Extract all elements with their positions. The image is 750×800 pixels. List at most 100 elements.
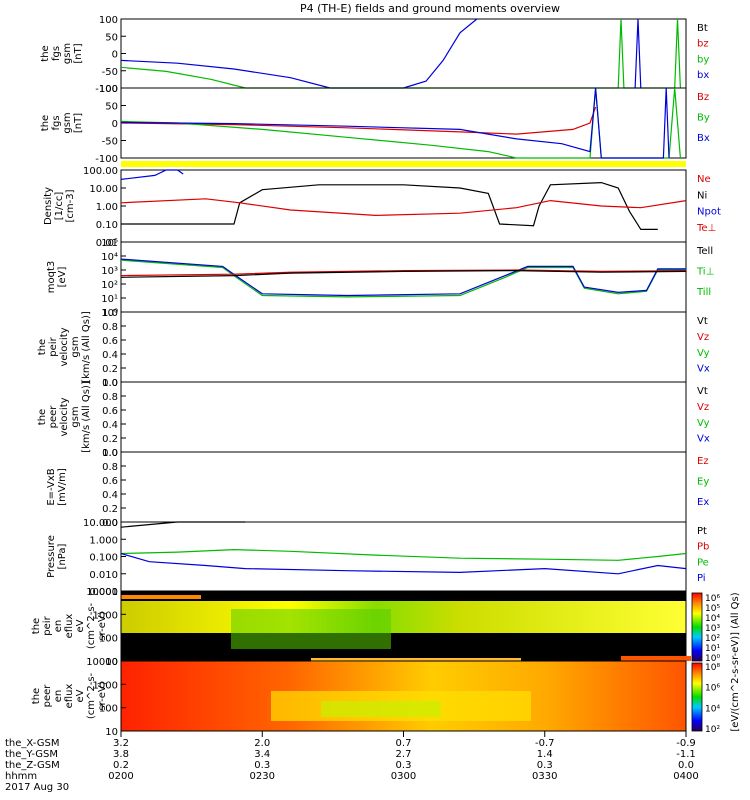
y-axis-label: E=-VxB — [46, 468, 57, 505]
y-axis-label: fgs — [51, 115, 62, 130]
y-tick-label: -100 — [95, 154, 118, 165]
y-axis-label: fgs — [51, 46, 62, 61]
series-Ti2 — [120, 258, 686, 297]
legend-entry: Vx — [697, 364, 710, 375]
y-tick-label: 0 — [112, 119, 118, 130]
legend-entry: By — [697, 113, 710, 124]
y-tick-label: 100 — [99, 704, 118, 715]
y-tick-label: 50 — [105, 32, 118, 43]
panel-peer_eflux: 10000 1000 100 10 the peer en eflux eV (cm^2-s-sr… — [31, 656, 691, 738]
y-tick-label: 0.2 — [102, 504, 118, 515]
y-axis-label: the — [37, 409, 48, 425]
x-tick-label: 0.3 — [537, 760, 553, 771]
y-tick-label: 10000 — [86, 587, 118, 598]
colorbar-scale — [691, 592, 703, 662]
panel-frame — [120, 381, 687, 453]
legend-entry: Pb — [697, 542, 709, 553]
panel-peer_velocity: 1.0 0.8 0.6 0.4 0.2 0.0 the peer velocity gsm [km/… — [37, 378, 710, 459]
colorbar-tick-label: 10¹ — [705, 644, 720, 654]
y-axis-label: Density — [43, 187, 54, 225]
y-tick-label: 0.2 — [102, 434, 118, 445]
legend-entry: Vy — [697, 418, 710, 429]
legend-entry: Ey — [697, 477, 709, 488]
panel-peir_eflux: 10000 1000 100 10 the peir en eflux eV (cm^2-s-sr… — [31, 587, 687, 668]
colorbar-scale — [691, 662, 703, 732]
x-tick-label: 0.2 — [113, 760, 129, 771]
x-tick-label: 1.4 — [537, 749, 553, 760]
y-tick-label: 0.010 — [89, 570, 118, 581]
panel-fgs_gsm: 100 50 0 -50 -100 the fgs gsm [nT] Bt bz by bx — [40, 15, 709, 95]
y-axis-label: [nPa] — [57, 543, 68, 569]
x-tick-label: 0.0 — [678, 760, 694, 771]
legend-entry: Till — [696, 287, 711, 298]
colorbar-tick-label: 10³ — [705, 624, 720, 634]
y-tick-label: 0.8 — [102, 462, 118, 473]
y-axis-label: eV — [75, 689, 86, 702]
x-row-label: the_Y-GSM — [5, 749, 58, 760]
y-axis-label: [km/s (All Qs)] — [81, 311, 92, 383]
x-tick-label: 0300 — [391, 771, 416, 782]
y-tick-label: 0.001 — [89, 587, 118, 598]
x-tick-label: 0400 — [673, 771, 698, 782]
x-tick-label: 2.7 — [396, 749, 412, 760]
y-tick-label: -50 — [102, 67, 118, 78]
y-tick-label: 0.0 — [102, 448, 118, 459]
y-tick-label: 0.8 — [102, 322, 118, 333]
y-axis-label: [mV/m] — [57, 468, 68, 506]
y-axis-label: gsm — [70, 336, 81, 357]
legend-entry: Pe — [697, 557, 709, 568]
series-Bx — [120, 87, 670, 159]
y-tick-label: 10⁵ — [101, 238, 118, 249]
y-axis-label: [nT] — [73, 43, 84, 63]
y-axis-label: sr-eV) — [97, 681, 108, 710]
y-tick-label: 0.6 — [102, 406, 118, 417]
heatmap-band — [621, 656, 691, 661]
x-tick-label: -0.7 — [535, 738, 555, 749]
series-Ne — [120, 198, 687, 217]
panel-frame — [120, 241, 687, 313]
y-tick-label: 0.6 — [102, 336, 118, 347]
y-tick-label: 1.0 — [102, 308, 118, 319]
panel-peir_velocity: 1.0 0.8 0.6 0.4 0.2 0.0 the peir velocity gsm [km/… — [37, 308, 710, 389]
legend-entry: Vz — [697, 402, 709, 413]
colorbar-tick-label: 10⁸ — [705, 663, 720, 673]
y-axis-label: peir — [42, 615, 53, 635]
series-Tell — [120, 269, 687, 278]
y-tick-label: 10³ — [101, 266, 118, 277]
legend-entry: Vz — [697, 332, 709, 343]
colorbar-tick-label: 10⁶ — [705, 684, 720, 694]
x-tick-label: 3.8 — [113, 749, 129, 760]
panel-efield: 1.0 0.8 0.6 0.4 0.2 0.0 E=-VxB [mV/m] Ez Ey Ex — [46, 448, 709, 529]
panel-fgs_gsm_scaled: 100 50 0 -50 -100 the fgs gsm [nT] Bz By Bx — [40, 84, 710, 165]
x-tick-label: 0330 — [532, 771, 557, 782]
y-axis-label: moqt3 — [46, 261, 57, 294]
x-tick-label: 0.3 — [396, 760, 412, 771]
y-axis-label: the — [31, 618, 42, 634]
legend-entry: Vy — [697, 348, 710, 359]
x-row-label: the_Z-GSM — [5, 760, 60, 771]
x-tick-label: 3.2 — [113, 738, 129, 749]
x-tick-label: -1.1 — [676, 749, 696, 760]
y-tick-label: 50 — [105, 102, 118, 113]
series-by — [120, 18, 681, 89]
y-tick-label: 10² — [101, 280, 118, 291]
y-axis-label: (cm^2-s- — [86, 672, 97, 719]
y-tick-label: 10⁰ — [101, 308, 118, 319]
legend-entry: Pi — [697, 573, 706, 584]
x-tick-label: 0230 — [250, 771, 275, 782]
y-axis-label: the — [31, 688, 42, 704]
legend-entry: Bx — [697, 133, 710, 144]
legend-entry: Vx — [697, 434, 710, 445]
legend-entry: Ne — [697, 174, 711, 185]
series-Te — [120, 269, 687, 277]
panel-temperature: 10⁵ 10⁴ 10³ 10² 10¹ 10⁰ moqt3 [eV] Tell Ti⊥ Till — [46, 238, 714, 319]
y-tick-label: 0 — [112, 50, 118, 61]
heatmap-band — [231, 609, 391, 649]
legend-entry: bz — [697, 39, 709, 50]
y-tick-label: 0.4 — [102, 350, 118, 361]
y-axis-label: the — [40, 115, 51, 131]
panel-frame — [120, 18, 687, 89]
legend-entry: by — [697, 54, 709, 65]
y-tick-label: 10 — [105, 657, 118, 668]
y-tick-label: 0.01 — [96, 238, 118, 249]
